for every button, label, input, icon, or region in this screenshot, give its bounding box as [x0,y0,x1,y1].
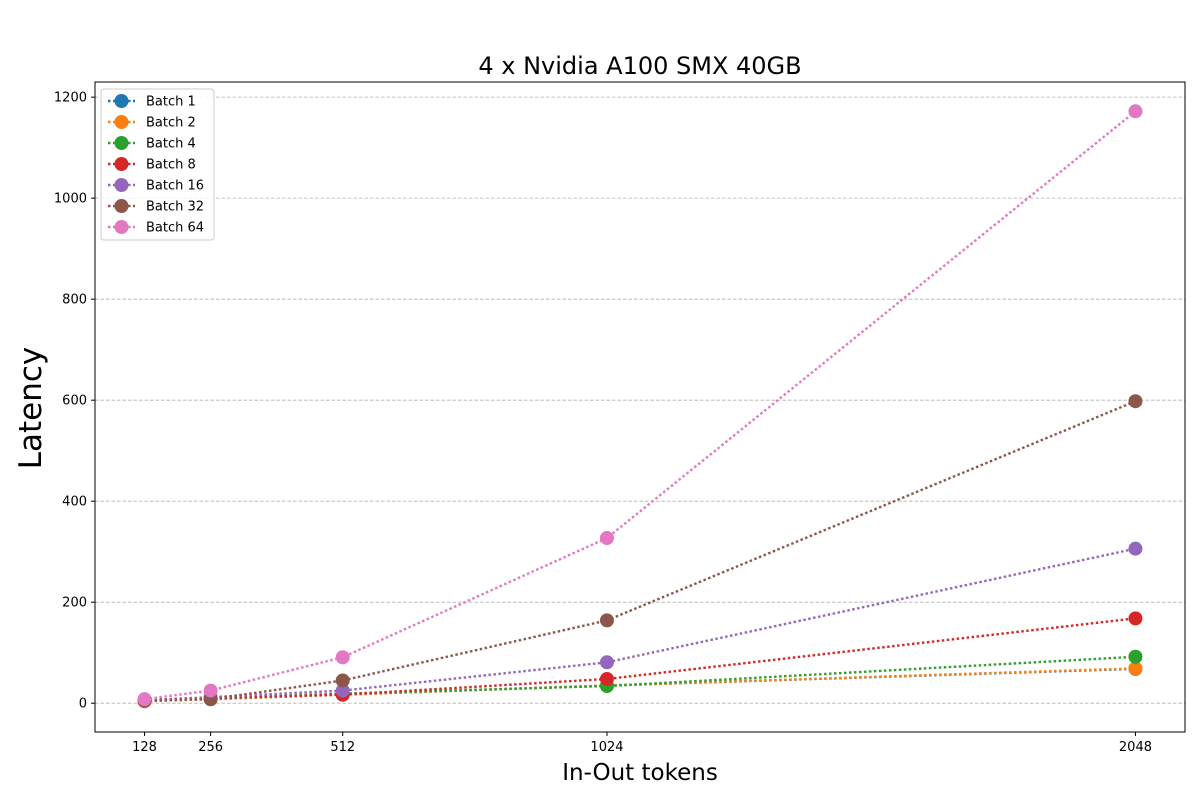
legend-entry-batch-8: Batch 8 [108,157,196,173]
legend-label-batch-32: Batch 32 [146,200,204,215]
point-batch-8-2048 [1128,611,1143,626]
series-batch-64 [137,104,1143,707]
y-tick-label-0: 0 [79,697,87,712]
x-tick-label-512: 512 [330,740,355,755]
legend-label-batch-16: Batch 16 [146,179,204,194]
x-tick-label-2048: 2048 [1119,740,1152,755]
legend-entry-batch-2: Batch 2 [108,115,196,131]
point-batch-2-2048 [1128,661,1143,676]
point-batch-64-2048 [1128,104,1143,119]
series-line-batch-4 [144,655,1136,702]
y-axis-title: Latency [13,347,49,470]
legend-entry-batch-16: Batch 16 [108,178,204,194]
legend-label-batch-2: Batch 2 [146,116,196,131]
legend-label-batch-64: Batch 64 [146,221,204,236]
point-batch-4-2048 [1128,649,1143,664]
series-line-batch-64 [144,110,1137,701]
point-batch-8-1024 [599,671,614,686]
series-batch-32 [137,394,1143,708]
legend-entry-batch-32: Batch 32 [108,199,204,215]
point-batch-64-256 [203,683,218,698]
point-batch-64-1024 [599,531,614,546]
x-axis-ticks: 128 256 512 1024 2048 [132,732,1152,755]
series-line-batch-16 [144,547,1136,702]
legend: Batch 1 Batch 2 Batch 4 Batch 8 Batch 16 Batc… [100,88,215,241]
series-batch-4 [137,649,1143,708]
legend-marker-batch-64 [114,220,129,234]
series-line-batch-32 [144,400,1136,702]
x-tick-label-256: 256 [198,740,223,755]
legend-marker-batch-16 [114,178,129,192]
point-batch-64-128 [137,692,152,707]
grid-lines [95,96,1185,704]
point-batch-64-512 [335,650,350,665]
series-batch-16 [137,541,1143,708]
point-batch-16-1024 [599,655,614,670]
legend-entry-batch-64: Batch 64 [108,220,204,236]
y-tick-label-600: 600 [62,394,87,409]
series-lines [137,104,1143,709]
x-axis-title: In-Out tokens [562,760,718,786]
series-batch-8 [137,611,1143,708]
legend-label-batch-8: Batch 8 [146,158,196,173]
y-tick-label-800: 800 [62,293,87,308]
point-batch-32-512 [335,673,350,688]
y-tick-label-1200: 1200 [54,91,87,106]
legend-marker-batch-2 [114,115,129,129]
y-tick-label-200: 200 [62,596,87,611]
legend-marker-batch-4 [114,136,129,150]
legend-marker-batch-1 [114,94,129,108]
point-batch-32-2048 [1128,394,1143,409]
point-batch-32-1024 [599,613,614,628]
legend-marker-batch-32 [114,199,129,213]
point-batch-16-512 [335,683,350,698]
y-tick-label-1000: 1000 [54,192,87,207]
x-tick-label-1024: 1024 [590,740,623,755]
legend-entry-batch-4: Batch 4 [108,136,196,152]
chart-title: 4 x Nvidia A100 SMX 40GB [478,52,801,80]
point-batch-16-2048 [1128,541,1143,556]
y-axis-ticks: 0 200 400 600 800 1000 1200 [54,91,95,712]
y-tick-label-400: 400 [62,495,87,510]
legend-box [100,88,215,241]
legend-entry-batch-1: Batch 1 [108,94,196,110]
x-tick-label-128: 128 [132,740,157,755]
series-line-batch-8 [144,617,1136,702]
legend-marker-batch-8 [114,157,129,171]
plot-frame [94,81,1186,733]
legend-label-batch-4: Batch 4 [146,137,196,152]
legend-label-batch-1: Batch 1 [146,95,196,110]
